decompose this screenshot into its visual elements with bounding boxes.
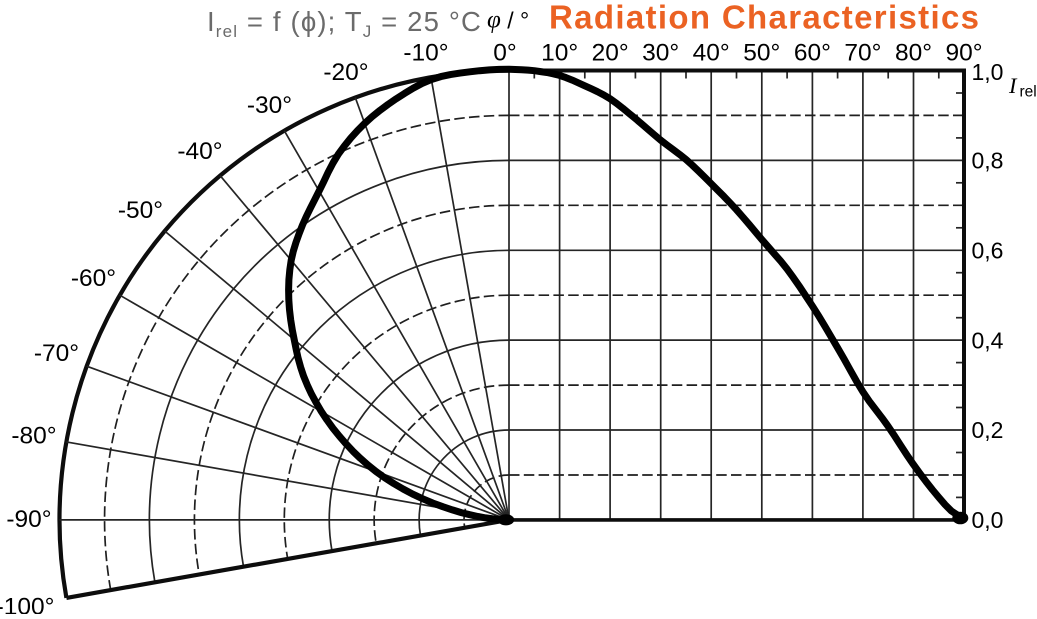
svg-text:70°: 70° [844,40,881,67]
svg-text:0,8: 0,8 [972,148,1004,174]
svg-text:-50°: -50° [118,197,163,224]
svg-text:80°: 80° [895,40,932,67]
svg-text:0,6: 0,6 [972,238,1004,264]
svg-text:1,0: 1,0 [972,59,1004,85]
svg-text:90°: 90° [945,40,982,67]
svg-text:-100°: -100° [0,594,54,614]
svg-text:-40°: -40° [177,138,222,165]
svg-text:-60°: -60° [71,265,116,292]
svg-text:0,4: 0,4 [972,327,1004,353]
svg-text:0°: 0° [493,40,516,67]
svg-text:60°: 60° [794,40,831,67]
svg-text:φ / °: φ / ° [487,7,529,34]
svg-text:-90°: -90° [6,506,51,533]
svg-text:-10°: -10° [403,40,448,67]
svg-text:-70°: -70° [34,340,79,367]
svg-text:50°: 50° [743,40,780,67]
svg-text:Irel = f (ϕ); TJ = 25 °C: Irel = f (ϕ); TJ = 25 °C [207,6,482,41]
svg-text:-80°: -80° [11,423,56,450]
svg-text:Radiation Characteristics: Radiation Characteristics [549,0,979,36]
svg-text:0,2: 0,2 [972,417,1004,443]
svg-text:30°: 30° [642,40,679,67]
svg-text:40°: 40° [693,40,730,67]
svg-text:0,0: 0,0 [972,507,1004,533]
svg-text:20°: 20° [592,40,629,67]
svg-text:rel: rel [1020,84,1037,101]
svg-text:-20°: -20° [323,59,368,86]
svg-text:-30°: -30° [247,92,292,119]
svg-text:I: I [1008,73,1018,98]
svg-text:10°: 10° [541,40,578,67]
